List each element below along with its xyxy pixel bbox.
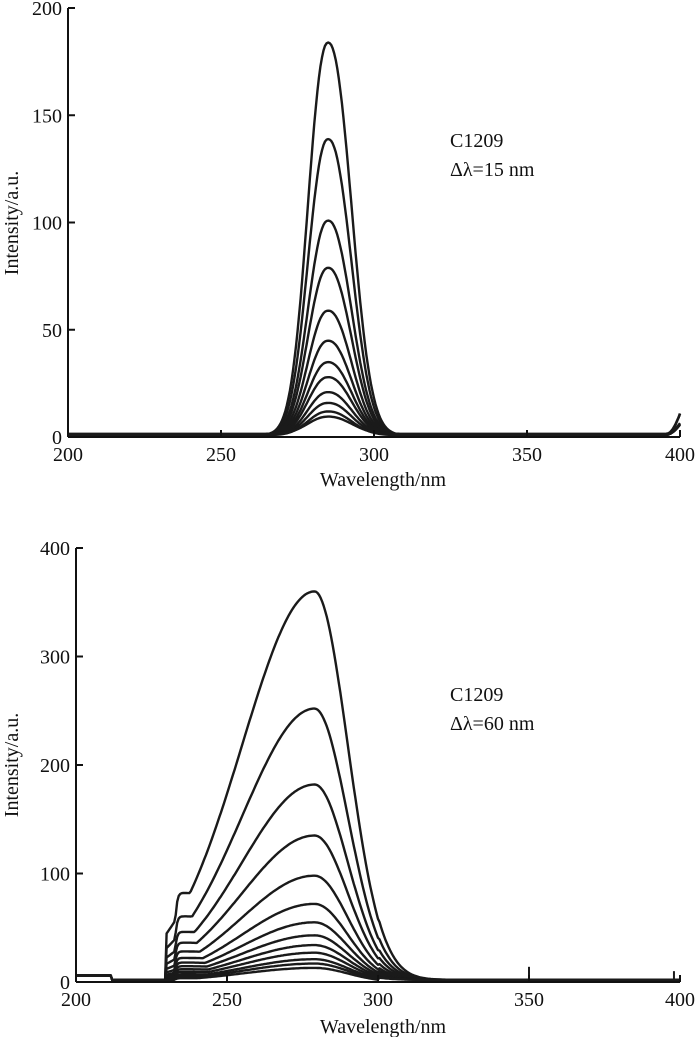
series-line [68,137,681,437]
y-tick-label: 300 [40,647,70,669]
bottom-x-axis-label: Wavelength/nm [320,1016,447,1037]
bottom-chart-curves [76,590,680,982]
y-tick-label: 400 [40,538,70,560]
bottom-annotation-sample: C1209 [450,684,503,706]
top-y-axis-label: Intensity/a.u. [1,171,23,275]
x-tick-label: 400 [665,989,695,1011]
bottom-annotation-delta: Δλ=60 nm [450,713,535,735]
y-tick-label: 100 [40,864,70,886]
y-tick-label: 0 [52,427,62,449]
series-line [76,590,680,982]
y-tick-label: 150 [32,105,62,127]
bottom-chart-ticks: 200 250 300 350 400 0 100 200 300 400 [40,538,695,1011]
y-tick-label: 200 [32,0,62,20]
x-tick-label: 250 [212,989,242,1011]
top-x-axis-label: Wavelength/nm [320,469,447,491]
x-tick-label: 350 [514,989,544,1011]
x-tick-label: 200 [53,444,83,466]
y-tick-label: 50 [42,320,62,342]
top-chart-ticks: 200 250 300 350 400 0 50 100 150 200 [32,0,695,466]
bottom-chart: 200 250 300 350 400 0 100 200 300 400 Wavelength/… [1,538,695,1037]
x-tick-label: 400 [665,444,695,466]
top-chart: 200 250 300 350 400 0 50 100 150 200 Wavelength/n… [1,0,695,491]
x-tick-label: 200 [61,989,91,1011]
x-tick-label: 300 [359,444,389,466]
x-tick-label: 250 [206,444,236,466]
top-chart-curves [68,41,682,437]
top-annotation-sample: C1209 [450,130,503,152]
y-tick-label: 100 [32,213,62,235]
x-tick-label: 300 [363,989,393,1011]
series-line [68,41,682,437]
top-annotation-delta: Δλ=15 nm [450,159,535,181]
y-tick-label: 200 [40,755,70,777]
bottom-y-axis-label: Intensity/a.u. [1,713,23,817]
y-tick-label: 0 [60,972,70,994]
x-tick-label: 350 [512,444,542,466]
